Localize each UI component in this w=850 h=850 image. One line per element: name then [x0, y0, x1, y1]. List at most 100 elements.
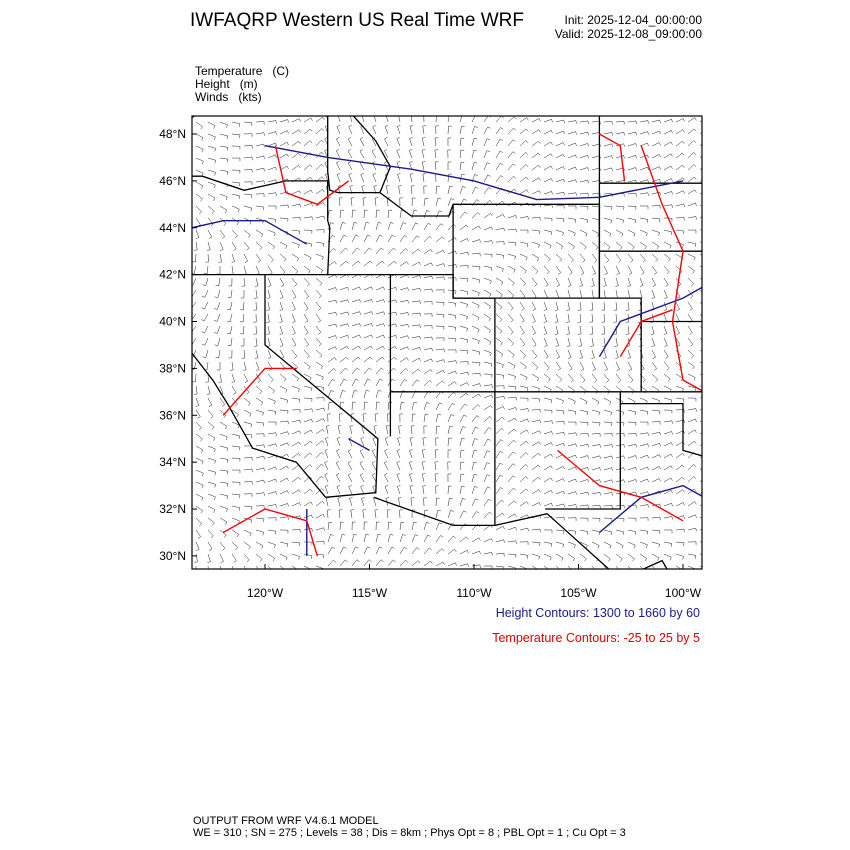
- wind-barb: [555, 265, 562, 275]
- wind-barb: [423, 185, 428, 195]
- wind-barb: [387, 247, 396, 255]
- wind-barb: [243, 397, 251, 406]
- wind-barb: [459, 449, 465, 459]
- wind-barb: [531, 301, 536, 311]
- wind-barb: [567, 491, 577, 495]
- wind-barb: [471, 404, 481, 411]
- wind-barb: [531, 241, 540, 248]
- wind-barb: [651, 397, 660, 404]
- wind-barb: [471, 511, 480, 519]
- wind-barb: [459, 414, 467, 423]
- wind-barb: [639, 205, 649, 210]
- wind-barb: [363, 389, 370, 399]
- valid-time: Valid: 2025-12-08_09:00:00: [554, 27, 702, 41]
- wind-barb: [363, 234, 371, 243]
- wind-barb: [374, 197, 379, 207]
- wind-barb: [579, 432, 589, 437]
- wind-barb: [195, 493, 204, 501]
- wind-barb: [219, 157, 229, 163]
- state-boundary: [192, 116, 196, 119]
- wind-barb: [219, 505, 228, 512]
- wind-barb: [531, 452, 541, 459]
- wind-barb: [315, 116, 325, 123]
- wind-barb: [591, 265, 596, 275]
- wind-barb: [601, 325, 606, 335]
- wind-barb: [411, 261, 421, 267]
- wind-barb: [483, 265, 493, 271]
- wind-barb: [398, 116, 401, 123]
- wind-barb: [303, 253, 312, 261]
- wind-barb: [339, 546, 347, 555]
- wind-barb: [495, 116, 504, 123]
- wind-barb: [591, 517, 601, 522]
- wind-barb: [615, 373, 622, 383]
- wind-barb: [471, 199, 480, 207]
- wind-barb: [675, 301, 680, 311]
- wind-barb: [422, 485, 426, 495]
- wind-barb: [663, 165, 673, 171]
- wind-barb: [373, 185, 377, 195]
- wind-barb: [347, 161, 353, 171]
- wind-barb: [408, 461, 413, 471]
- wind-barb: [279, 541, 289, 547]
- state-boundary: [327, 273, 392, 437]
- wind-barb: [627, 265, 633, 275]
- wind-barb: [207, 517, 215, 526]
- wind-barb: [578, 337, 583, 347]
- wind-barb: [324, 473, 329, 483]
- wind-barb: [483, 384, 493, 388]
- wind-barb: [291, 430, 301, 435]
- wind-barb: [567, 253, 574, 263]
- wind-barb: [555, 466, 565, 471]
- wind-barb: [687, 164, 697, 171]
- wind-barb: [543, 325, 548, 335]
- wind-barb: [423, 235, 432, 243]
- wind-barb: [483, 486, 491, 495]
- wind-barb: [255, 433, 265, 437]
- wind-barb: [291, 241, 300, 248]
- wind-barb: [327, 222, 334, 231]
- wind-barb: [399, 235, 408, 243]
- wind-barb: [699, 217, 702, 219]
- wind-barb: [471, 361, 481, 366]
- wind-barb: [315, 128, 325, 135]
- wind-barb: [219, 217, 227, 226]
- wind-barb: [579, 253, 586, 263]
- wind-barb: [555, 397, 564, 404]
- wind-barb: [507, 513, 517, 519]
- wind-barb: [336, 473, 341, 483]
- wind-barb: [303, 349, 310, 359]
- wind-barb: [339, 390, 346, 399]
- wind-barb: [361, 116, 365, 123]
- wind-barb: [386, 116, 389, 123]
- wind-barb: [531, 489, 541, 495]
- wind-barb: [409, 161, 413, 171]
- wind-barb: [411, 209, 418, 219]
- wind-barb: [483, 162, 491, 171]
- wind-barb: [615, 409, 624, 416]
- wind-barb: [579, 541, 588, 549]
- wind-barb: [267, 541, 276, 548]
- height-contour: [348, 438, 370, 452]
- wind-barb: [495, 313, 503, 322]
- wind-barb: [231, 493, 241, 499]
- wind-barb: [603, 349, 607, 359]
- wind-barb: [543, 397, 553, 404]
- wind-barb: [675, 277, 682, 287]
- wind-barb: [255, 193, 265, 197]
- wind-barb: [531, 464, 541, 471]
- wind-barb: [279, 289, 284, 299]
- wind-barb: [195, 121, 203, 130]
- wind-barb: [315, 337, 322, 347]
- wind-barb: [255, 517, 265, 522]
- wind-barb: [279, 241, 288, 249]
- wind-barb: [543, 565, 549, 569]
- wind-barb: [399, 509, 403, 519]
- wind-barb: [615, 467, 625, 471]
- wind-barb: [579, 277, 583, 287]
- wind-barb: [375, 559, 384, 567]
- wind-barb: [639, 432, 649, 436]
- wind-barb: [651, 217, 661, 223]
- wind-barb: [507, 289, 515, 299]
- wind-barb: [531, 361, 539, 370]
